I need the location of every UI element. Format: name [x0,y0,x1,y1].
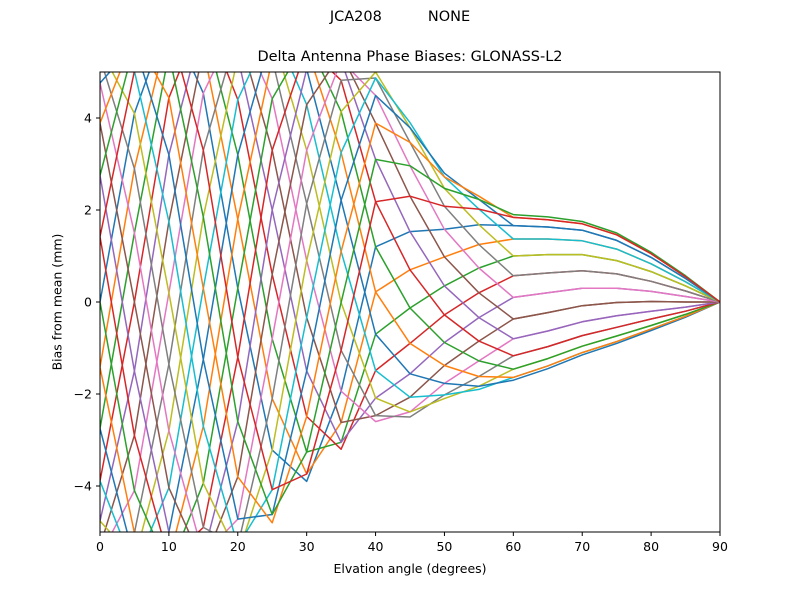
x-tick-label: 0 [96,539,104,554]
x-tick-label: 10 [161,539,177,554]
x-axis-label: Elvation angle (degrees) [333,561,487,576]
series-lines [100,72,720,532]
series-line [100,72,720,532]
series-line [100,72,720,516]
x-tick-label: 90 [712,539,728,554]
series-line [100,72,720,532]
chart-title: Delta Antenna Phase Biases: GLONASS-L2 [257,49,563,65]
series-line [100,72,720,453]
series-line [100,72,720,491]
x-tick-label: 60 [505,539,521,554]
series-line [100,72,720,522]
y-tick-label: −2 [74,387,92,402]
y-axis-ticks: −4 −2 0 2 4 [74,111,100,494]
x-tick-label: 20 [230,539,246,554]
x-tick-label: 50 [436,539,452,554]
figure-suptitle: JCA208 NONE [329,9,471,25]
x-axis-ticks: 0 10 20 30 40 50 60 70 80 90 [96,532,728,554]
series-line [100,72,720,475]
x-tick-label: 40 [368,539,384,554]
y-tick-label: −4 [74,479,92,494]
series-line [100,72,720,532]
series-line [133,72,720,532]
series-line [100,72,720,520]
series-line [100,72,720,532]
x-tick-label: 70 [574,539,590,554]
y-tick-label: 0 [84,295,92,310]
y-tick-label: 4 [84,111,92,126]
y-tick-label: 2 [84,203,92,218]
x-tick-label: 80 [643,539,659,554]
x-tick-label: 30 [299,539,315,554]
